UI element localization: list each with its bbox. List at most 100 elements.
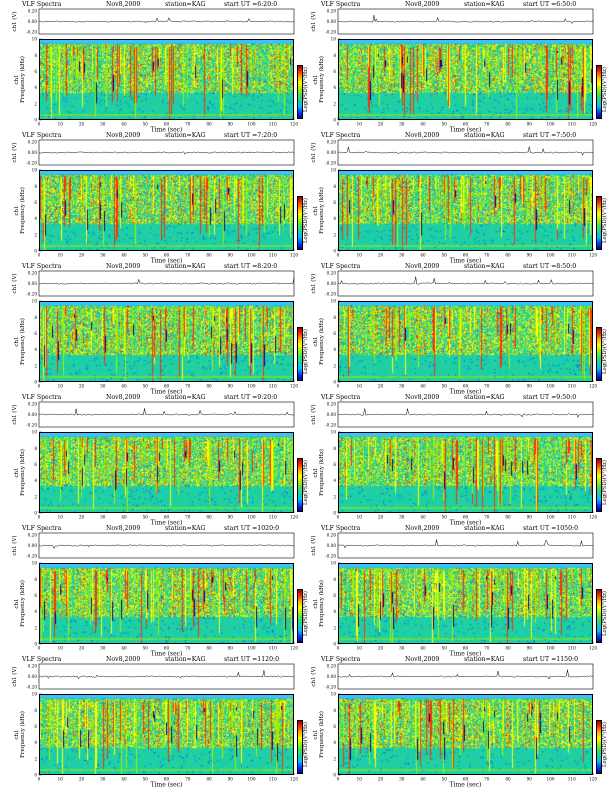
- waveform-ylabel: ch1 (V): [11, 535, 18, 555]
- colorbar-label: Log(PSD)(V²/Hz): [302, 67, 309, 112]
- spectrogram-canvas: [40, 302, 293, 381]
- time-tick-label: 80: [206, 122, 212, 127]
- panel-start-time: start UT =8:20:0: [224, 262, 277, 271]
- start-prefix: start: [523, 1, 538, 8]
- colorbar-label: Log(PSD)(V²/Hz): [601, 329, 608, 374]
- time-xlabel: Time (sec): [450, 782, 482, 789]
- time-tick-label: 30: [399, 253, 405, 258]
- panel-date: Nov8,2009: [405, 132, 440, 139]
- spectrum-ylabel-frequency: Frequency (kHz): [19, 56, 26, 103]
- time-tick-label: 80: [505, 646, 511, 651]
- time-tick-label: 60: [164, 515, 170, 520]
- spectrum-ylabel-channel: ch1: [313, 467, 319, 477]
- waveform-trace: [337, 669, 594, 680]
- panel-title: VLF Spectra: [22, 394, 62, 401]
- time-tick-label: 110: [568, 515, 576, 520]
- time-tick-label: 10: [58, 646, 64, 651]
- panel-title: VLF Spectra: [321, 394, 361, 401]
- waveform-trace: [38, 670, 295, 680]
- spectrum-ylabel-frequency: Frequency (kHz): [19, 580, 26, 627]
- time-tick-label: 10: [357, 384, 363, 389]
- panel-station: station=KAG: [165, 1, 206, 8]
- freq-tick-label: 0: [34, 380, 37, 385]
- spectrogram-panel: VLF Spectra Nov8,2009 station=KAG start UT …: [309, 655, 609, 789]
- panel-station: station=KAG: [464, 394, 505, 401]
- time-tick-label: 50: [143, 253, 149, 258]
- time-tick-label: 20: [378, 777, 384, 782]
- freq-tick-label: 2: [333, 232, 336, 237]
- freq-tick-label: 6: [34, 593, 37, 598]
- start-ut-label: UT =9:20:0: [240, 394, 278, 401]
- freq-tick-label: 4: [333, 347, 336, 352]
- freq-tick-label: 4: [333, 609, 336, 614]
- waveform-ylabel: ch1 (V): [310, 666, 317, 686]
- waveform-ylabel: ch1 (V): [310, 11, 317, 31]
- time-tick-label: 80: [206, 253, 212, 258]
- panel-start-time: start UT =8:50:0: [523, 262, 576, 271]
- waveform-ylabel: ch1 (V): [310, 142, 317, 162]
- time-tick-label: 50: [442, 515, 448, 520]
- start-ut-label: UT =8:20:0: [240, 263, 278, 270]
- time-tick-label: 120: [290, 777, 298, 782]
- start-ut-label: UT =6:20:0: [240, 1, 278, 8]
- time-tick-label: 50: [442, 384, 448, 389]
- colorbar-label: Log(PSD)(V²/Hz): [601, 591, 608, 636]
- freq-tick-label: 0: [34, 249, 37, 254]
- time-tick-label: 50: [442, 777, 448, 782]
- time-tick-label: 10: [58, 384, 64, 389]
- panel-start-time: start UT =9:50:0: [523, 393, 576, 402]
- colorbar: [297, 65, 303, 119]
- spectrum-ylabel-channel: ch1: [14, 74, 20, 84]
- start-ut-label: UT =1150:0: [539, 656, 579, 663]
- spectrum-ylabel-frequency: Frequency (kHz): [318, 318, 325, 365]
- time-tick-label: 80: [505, 515, 511, 520]
- freq-tick-label: 4: [333, 85, 336, 90]
- spectrum-ylabel-frequency: Frequency (kHz): [318, 56, 325, 103]
- time-tick-label: 30: [100, 253, 106, 258]
- time-tick-label: 20: [79, 122, 85, 127]
- time-xlabel: Time (sec): [450, 127, 482, 134]
- waveform-ylabel: ch1 (V): [310, 273, 317, 293]
- freq-tick-label: 6: [333, 331, 336, 336]
- start-prefix: start: [224, 132, 239, 139]
- time-tick-label: 110: [269, 253, 277, 258]
- time-tick-label: 120: [589, 777, 597, 782]
- time-tick-label: 0: [337, 384, 340, 389]
- time-tick-label: 40: [121, 777, 127, 782]
- colorbar: [297, 720, 303, 774]
- waveform-tick-label: 0.20: [327, 271, 337, 276]
- time-tick-label: 120: [589, 253, 597, 258]
- waveform-tick-label: 0.00: [327, 150, 337, 155]
- time-tick-label: 70: [484, 122, 490, 127]
- time-tick-label: 70: [185, 515, 191, 520]
- spectrum-ylabel-frequency: Frequency (kHz): [318, 449, 325, 496]
- time-tick-label: 100: [248, 646, 256, 651]
- freq-tick-label: 6: [333, 462, 336, 467]
- colorbar-label: Log(PSD)(V²/Hz): [601, 198, 608, 243]
- start-ut-label: UT =7:50:0: [539, 132, 577, 139]
- time-tick-label: 40: [420, 253, 426, 258]
- waveform-frame: [337, 401, 594, 428]
- freq-tick-label: 2: [34, 363, 37, 368]
- waveform-tick-label: -0.20: [26, 161, 37, 166]
- waveform-tick-label: -0.20: [26, 554, 37, 559]
- time-tick-label: 110: [269, 384, 277, 389]
- time-tick-label: 120: [290, 384, 298, 389]
- waveform-tick-label: -0.20: [26, 292, 37, 297]
- time-tick-label: 60: [164, 777, 170, 782]
- colorbar-gradient: [597, 459, 601, 511]
- time-tick-label: 30: [399, 646, 405, 651]
- start-prefix: start: [523, 132, 538, 139]
- spectrogram-panel: VLF Spectra Nov8,2009 station=KAG start UT …: [10, 262, 310, 396]
- time-tick-label: 70: [484, 384, 490, 389]
- freq-tick-label: 10: [32, 37, 38, 42]
- waveform-tick-label: 0.20: [28, 9, 38, 14]
- spectrogram-image: [338, 432, 593, 513]
- panel-start-time: start UT =9:20:0: [224, 393, 277, 402]
- waveform-frame: [337, 663, 594, 690]
- spectrogram-canvas: [339, 40, 592, 119]
- spectrogram-canvas: [40, 40, 293, 119]
